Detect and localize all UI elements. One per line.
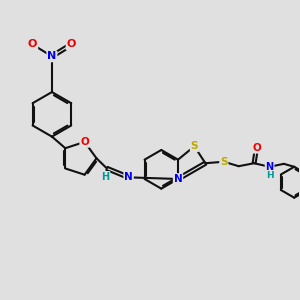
Text: H: H [266,171,273,180]
Text: H: H [101,172,110,182]
Text: O: O [252,143,261,153]
Text: N: N [174,174,182,184]
Text: N: N [124,172,133,182]
Text: O: O [80,137,89,147]
Text: S: S [220,157,227,167]
Text: N: N [266,162,274,172]
Text: O: O [67,40,76,50]
Text: O: O [28,40,37,50]
Text: N: N [47,51,56,62]
Text: S: S [190,141,198,151]
